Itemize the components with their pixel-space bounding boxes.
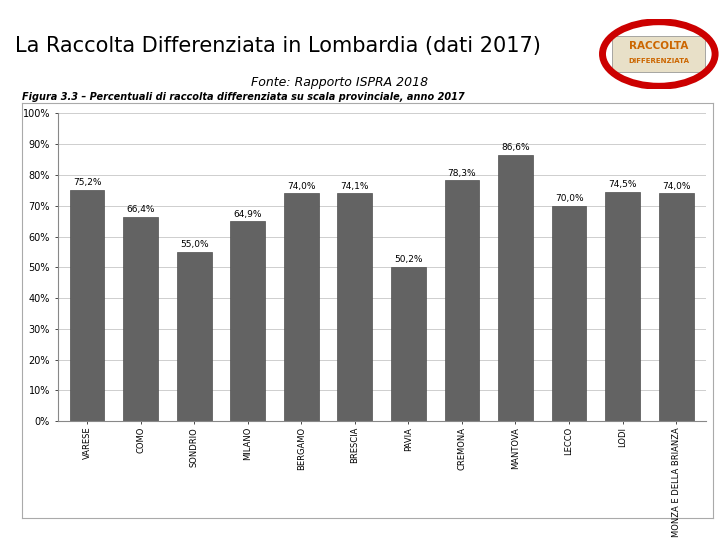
Text: 66,4%: 66,4% (126, 205, 155, 214)
Bar (284, 193, 319, 421)
Bar (123, 217, 158, 421)
Text: 74,0%: 74,0% (662, 182, 690, 191)
Text: 74,0%: 74,0% (287, 182, 315, 191)
Bar (338, 193, 372, 421)
Bar (498, 154, 533, 421)
Bar (391, 267, 426, 421)
Bar (659, 193, 693, 421)
Bar (552, 206, 587, 421)
Text: Figura 3.3 – Percentuali di raccolta differenziata su scala provinciale, anno 20: Figura 3.3 – Percentuali di raccolta dif… (22, 92, 464, 102)
Text: 50,2%: 50,2% (394, 255, 423, 264)
Text: 64,9%: 64,9% (233, 210, 262, 219)
Text: 86,6%: 86,6% (501, 143, 530, 152)
FancyBboxPatch shape (612, 36, 706, 72)
Text: 70,0%: 70,0% (554, 194, 583, 203)
Bar (176, 252, 212, 421)
Bar (606, 192, 640, 421)
Bar (230, 221, 265, 421)
Bar (70, 190, 104, 421)
Text: Fonte: Rapporto ISPRA 2018: Fonte: Rapporto ISPRA 2018 (251, 77, 428, 90)
Text: DIFFERENZIATA: DIFFERENZIATA (629, 58, 689, 64)
Text: 75,2%: 75,2% (73, 178, 102, 187)
Text: La Raccolta Differenziata in Lombardia (dati 2017): La Raccolta Differenziata in Lombardia (… (15, 36, 541, 57)
Text: RACCOLTA: RACCOLTA (629, 40, 688, 51)
Bar (444, 180, 480, 421)
Text: 74,5%: 74,5% (608, 180, 637, 190)
Text: 78,3%: 78,3% (448, 168, 476, 178)
Text: 55,0%: 55,0% (180, 240, 209, 249)
Text: 74,1%: 74,1% (341, 181, 369, 191)
